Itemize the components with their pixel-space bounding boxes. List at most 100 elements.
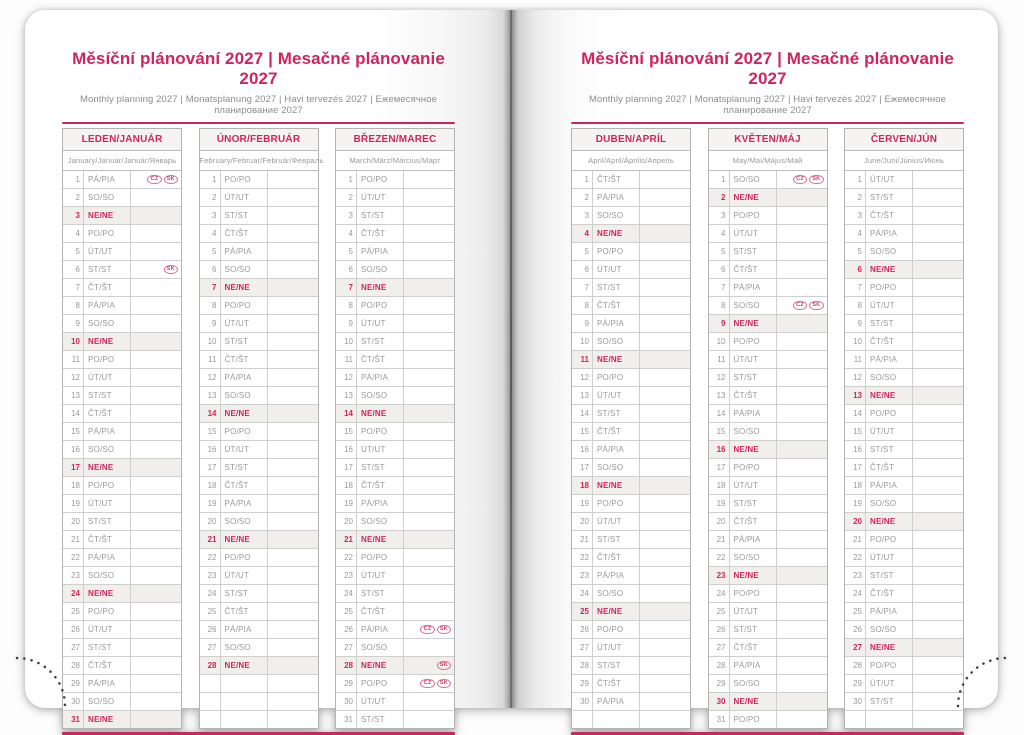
day-abbrev: PO/PO	[730, 207, 777, 225]
day-row: 5 ST/ST	[708, 243, 827, 262]
day-abbrev: PÁ/PIA	[84, 297, 131, 315]
day-row: 1 ÚT/UT	[845, 171, 963, 190]
day-row: 30 SO/SO	[63, 693, 181, 712]
day-row: 22 PÁ/PIA	[63, 549, 181, 568]
day-number: 13	[200, 387, 221, 405]
day-row: 22 ÚT/UT	[845, 549, 963, 568]
day-number: 27	[845, 639, 866, 657]
day-abbrev: PÁ/PIA	[84, 675, 131, 693]
day-number: 27	[63, 639, 84, 657]
day-abbrev: NE/NE	[593, 477, 640, 495]
day-number	[845, 711, 866, 729]
day-number: 17	[63, 459, 84, 477]
day-abbrev: ST/ST	[221, 585, 268, 603]
day-note-cell	[913, 639, 963, 656]
day-row: 29 SO/SO	[708, 675, 827, 694]
day-abbrev	[221, 693, 268, 711]
day-number: 24	[572, 585, 593, 603]
month-grid: 1 PO/PO 2 ÚT/UT 3 ST/ST 4 ČT/ŠT 5 PÁ/PIA 6 SO/SO 7 NE…	[199, 171, 318, 729]
day-note-cell	[777, 369, 827, 386]
day-note-cell	[913, 495, 963, 512]
month-names-intl: June/Juni/Június/Июнь	[845, 151, 963, 172]
day-row: 27 ÚT/UT	[572, 639, 690, 658]
day-abbrev: ST/ST	[221, 333, 268, 351]
day-number: 1	[336, 171, 357, 189]
day-row: 20 ČT/ŠT	[708, 513, 827, 532]
day-note-cell	[268, 531, 318, 548]
day-number: 23	[336, 567, 357, 585]
day-number: 7	[572, 279, 593, 297]
day-row: 25 NE/NE	[572, 603, 690, 622]
day-number: 5	[709, 243, 730, 261]
day-number: 24	[200, 585, 221, 603]
day-row: 15 PÁ/PIA	[63, 423, 181, 442]
day-note-cell	[131, 387, 181, 404]
day-note-cell	[777, 603, 827, 620]
day-abbrev: ÚT/UT	[593, 639, 640, 657]
day-row: 1 SO/SO CZ SK	[708, 171, 827, 190]
day-abbrev: SO/SO	[593, 585, 640, 603]
holiday-badge-sk: SK	[163, 265, 178, 275]
day-abbrev: PO/PO	[357, 297, 404, 315]
day-note-cell	[777, 675, 827, 692]
day-number: 5	[63, 243, 84, 261]
day-row: 6 NE/NE	[845, 261, 963, 280]
day-number: 9	[336, 315, 357, 333]
day-row: 9 PÁ/PIA	[572, 315, 690, 334]
day-note-cell	[640, 279, 690, 296]
day-abbrev: ČT/ŠT	[84, 531, 131, 549]
day-note-cell	[777, 315, 827, 332]
month-grid: 1 PO/PO 2 ÚT/UT 3 ST/ST 4 ČT/ŠT 5 PÁ/PIA 6 SO/SO 7 NE…	[336, 171, 454, 729]
day-row: 12 PO/PO	[572, 369, 690, 388]
day-abbrev: ÚT/UT	[221, 567, 268, 585]
day-note-cell	[777, 513, 827, 530]
day-note-cell	[404, 441, 454, 458]
day-number: 16	[572, 441, 593, 459]
day-number: 19	[63, 495, 84, 513]
day-note-cell	[640, 675, 690, 692]
day-row: 30 ST/ST	[845, 693, 963, 712]
day-row: 2 NE/NE	[708, 189, 827, 208]
day-row: 21 NE/NE	[336, 531, 454, 550]
day-abbrev: ÚT/UT	[357, 693, 404, 711]
day-row: 18 PÁ/PIA	[845, 477, 963, 496]
day-abbrev: NE/NE	[84, 585, 131, 603]
day-note-cell	[404, 315, 454, 332]
day-number: 19	[336, 495, 357, 513]
day-abbrev: ST/ST	[866, 567, 913, 585]
day-number: 3	[200, 207, 221, 225]
day-abbrev: NE/NE	[357, 279, 404, 297]
day-note-cell	[268, 369, 318, 386]
holiday-badge-sk: SK	[809, 301, 824, 311]
day-abbrev: ÚT/UT	[357, 189, 404, 207]
day-note-cell	[640, 225, 690, 242]
day-abbrev: ČT/ŠT	[357, 351, 404, 369]
day-note-cell	[640, 657, 690, 674]
day-row: 26 ST/ST	[708, 621, 827, 640]
day-abbrev: ÚT/UT	[866, 171, 913, 189]
day-number: 28	[336, 657, 357, 675]
day-number: 2	[63, 189, 84, 207]
month-name: ČERVEN/JÚN	[845, 129, 963, 152]
day-row: 13 SO/SO	[336, 387, 454, 406]
day-note-cell	[913, 207, 963, 224]
day-abbrev: SO/SO	[84, 567, 131, 585]
day-row: 7 PO/PO	[845, 279, 963, 298]
day-abbrev: NE/NE	[866, 513, 913, 531]
day-number: 25	[200, 603, 221, 621]
day-note-cell	[913, 585, 963, 602]
day-abbrev: PO/PO	[84, 225, 131, 243]
month-grid: 1 ÚT/UT 2 ST/ST 3 ČT/ŠT 4 PÁ/PIA 5 SO/SO 6 NE/NE 7 PO…	[845, 171, 963, 729]
day-row: 16 ÚT/UT	[199, 441, 318, 460]
day-abbrev: NE/NE	[593, 225, 640, 243]
day-number: 9	[709, 315, 730, 333]
day-row: 27 ČT/ŠT	[708, 639, 827, 658]
months-row-right: DUBEN/APRÍL April/April/Április/Апрель 1…	[571, 128, 964, 730]
day-abbrev: PO/PO	[221, 171, 268, 189]
day-note-cell	[268, 171, 318, 188]
day-abbrev: ST/ST	[593, 279, 640, 297]
day-row: 1 PÁ/PIA CZ SK	[63, 171, 181, 190]
day-row: 14 ČT/ŠT	[63, 405, 181, 424]
day-number: 20	[709, 513, 730, 531]
day-row: 7 NE/NE	[199, 279, 318, 298]
